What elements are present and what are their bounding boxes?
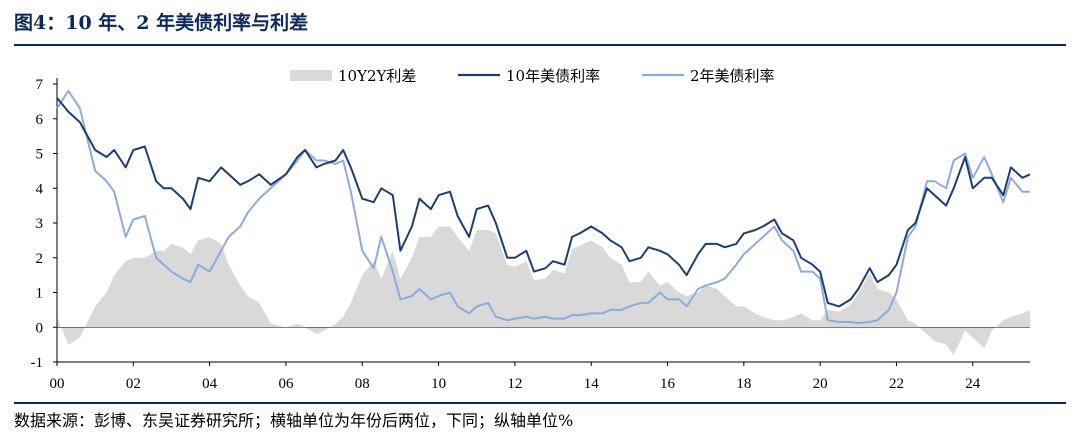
figure-title: 图4：10 年、2 年美债利率与利差 — [14, 12, 309, 34]
x-tick-label: 06 — [278, 376, 294, 392]
x-tick-label: 10 — [431, 376, 446, 392]
y-tick-label: 3 — [36, 216, 44, 232]
y-tick-label: -1 — [31, 355, 44, 371]
legend-item: 10年美债利率 — [458, 67, 600, 85]
title-rule — [14, 44, 1066, 46]
y-tick-label: 5 — [36, 147, 44, 163]
axes-layer — [56, 78, 1030, 363]
lines-layer — [56, 89, 1031, 325]
spread-area-layer — [57, 226, 1030, 356]
source-note: 数据来源：彭博、东吴证券研究所；横轴单位为年份后两位，下同；纵轴单位% — [14, 411, 574, 430]
series-area-10y2y-spread — [57, 226, 1030, 356]
series-line-2y — [56, 89, 1030, 325]
y-tick-label: 2 — [36, 251, 44, 267]
x-tick-label: 02 — [126, 376, 141, 392]
y-tick-label: 7 — [36, 77, 44, 93]
legend-label: 2年美债利率 — [690, 67, 775, 85]
legend-item: 10Y2Y利差 — [290, 67, 416, 85]
legend-label: 10Y2Y利差 — [338, 67, 416, 85]
x-tick-label: 20 — [813, 376, 828, 392]
legend-item: 2年美债利率 — [642, 67, 775, 85]
x-tick-label: 08 — [355, 376, 370, 392]
x-tick-label: 16 — [660, 376, 676, 392]
y-tick-label: 1 — [36, 286, 44, 302]
x-tick-label: 18 — [736, 376, 751, 392]
x-tick-label: 00 — [50, 376, 65, 392]
x-tick-label: 22 — [889, 376, 904, 392]
y-tick-label: 0 — [36, 320, 44, 336]
legend: 10Y2Y利差 10年美债利率 2年美债利率 — [290, 67, 775, 85]
legend-label: 10年美债利率 — [506, 67, 600, 85]
y-tick-label: 6 — [36, 112, 44, 128]
series-line-10y — [56, 97, 1031, 308]
x-tick-label: 14 — [584, 376, 600, 392]
footer-rule — [14, 402, 1066, 404]
legend-swatch-area — [290, 70, 332, 81]
x-tick-label: 04 — [202, 376, 218, 392]
y-tick-label: 4 — [36, 181, 44, 197]
x-tick-label: 12 — [507, 376, 522, 392]
x-tick-label: 24 — [965, 376, 981, 392]
